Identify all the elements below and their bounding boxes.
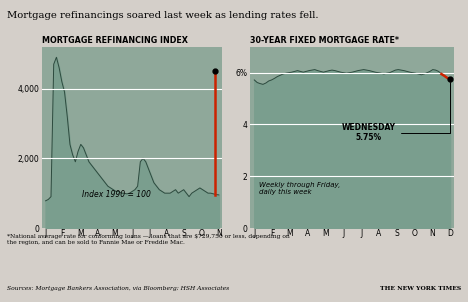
- Text: WEDNESDAY
5.75%: WEDNESDAY 5.75%: [342, 82, 450, 142]
- Text: THE NEW YORK TIMES: THE NEW YORK TIMES: [380, 285, 461, 291]
- Text: Index 1990 = 100: Index 1990 = 100: [82, 190, 151, 199]
- Text: Sources: Mortgage Bankers Association, via Bloomberg; HSH Associates: Sources: Mortgage Bankers Association, v…: [7, 285, 229, 291]
- Text: Mortgage refinancings soared last week as lending rates fell.: Mortgage refinancings soared last week a…: [7, 11, 319, 20]
- Text: *National average rate for conforming loans — loans that are $729,750 or less, d: *National average rate for conforming lo…: [7, 234, 290, 245]
- Text: 30-YEAR FIXED MORTGAGE RATE*: 30-YEAR FIXED MORTGAGE RATE*: [250, 36, 399, 45]
- Text: Weekly through Friday,
daily this week: Weekly through Friday, daily this week: [258, 182, 340, 195]
- Text: MORTGAGE REFINANCING INDEX: MORTGAGE REFINANCING INDEX: [42, 36, 188, 45]
